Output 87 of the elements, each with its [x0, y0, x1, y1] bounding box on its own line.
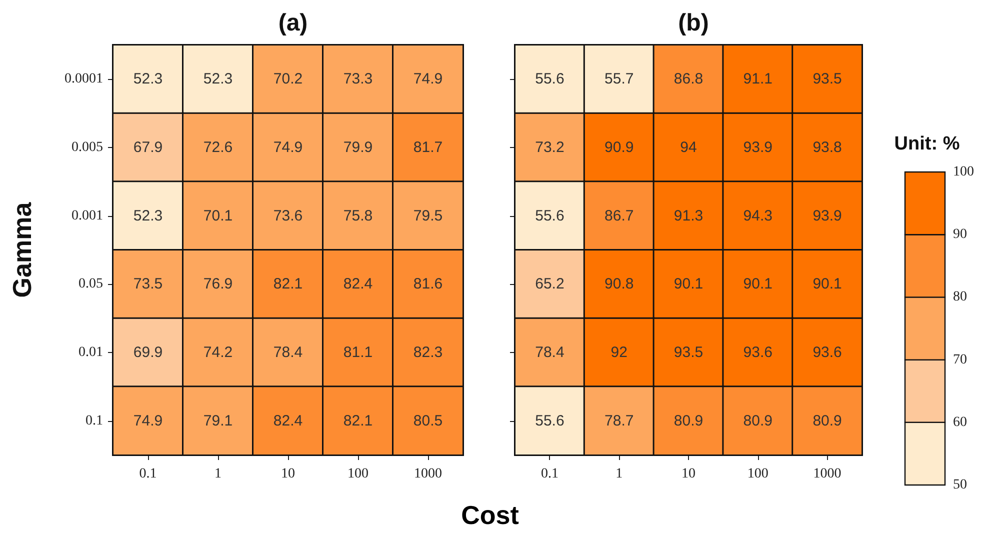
data-label: 93.9 [812, 207, 842, 224]
data-label: 80.9 [743, 412, 772, 430]
data-label: 67.9 [133, 139, 163, 156]
data-label: 65.2 [535, 276, 564, 293]
data-label: 90.9 [604, 139, 634, 156]
y-tick-label: 0.1 [86, 413, 103, 428]
data-label: 94.3 [743, 207, 772, 224]
x-tick-label: 1 [616, 466, 623, 482]
data-label: 93.6 [743, 344, 772, 361]
data-label: 91.3 [674, 207, 704, 224]
data-label: 90.1 [674, 276, 704, 293]
data-label: 81.7 [413, 139, 443, 156]
data-label: 90.1 [743, 276, 772, 293]
data-label: 69.9 [133, 344, 163, 361]
data-label: 78.4 [273, 344, 303, 361]
chart-title: (b) [678, 10, 709, 36]
data-label: 72.6 [203, 139, 233, 156]
color-bar-label: 50 [953, 478, 967, 492]
data-label: 74.2 [203, 344, 233, 361]
data-label: 70.2 [273, 70, 303, 88]
data-label: 76.9 [203, 276, 233, 293]
data-label: 94 [680, 139, 697, 156]
color-bar-label: 70 [953, 352, 967, 368]
data-label: 81.1 [343, 344, 373, 361]
x-tick-label: 1 [214, 466, 222, 482]
data-label: 91.1 [743, 70, 772, 88]
data-label: 74.9 [413, 70, 443, 88]
data-label: 78.7 [604, 412, 634, 430]
data-label: 52.3 [203, 70, 233, 88]
chart-title: (a) [278, 10, 308, 36]
x-tick-label: 100 [747, 466, 768, 482]
data-label: 90.1 [812, 276, 842, 293]
data-label: 73.5 [133, 276, 163, 293]
color-bar-title: Unit: % [894, 134, 960, 154]
data-label: 93.8 [812, 139, 842, 156]
color-bar-label: 60 [953, 414, 967, 430]
color-bar-label: 90 [953, 227, 967, 242]
x-tick-label: 0.1 [139, 466, 157, 482]
data-label: 55.6 [535, 412, 564, 430]
x-tick-label: 0.1 [540, 466, 558, 482]
data-label: 70.1 [203, 207, 233, 224]
data-label: 80.9 [812, 412, 842, 430]
data-label: 93.5 [674, 344, 704, 361]
data-label: 80.5 [413, 412, 443, 430]
data-label: 74.9 [133, 412, 163, 430]
x-tick-label: 100 [348, 466, 368, 482]
data-label: 52.3 [133, 70, 163, 88]
x-tick-label: 1000 [813, 466, 842, 482]
data-label: 52.3 [133, 207, 163, 224]
data-label: 79.5 [413, 207, 443, 224]
data-label: 82.3 [413, 344, 443, 361]
data-label: 74.9 [273, 139, 303, 156]
data-label: 86.8 [674, 70, 704, 88]
data-label: 82.4 [343, 276, 373, 293]
data-label: 75.8 [343, 207, 373, 224]
color-bar-label: 100 [953, 164, 974, 180]
x-tick-label: 10 [281, 466, 295, 482]
y-tick-label: 0.005 [72, 140, 103, 155]
y-tick-label: 0.05 [78, 276, 103, 292]
y-tick-label: 0.01 [78, 345, 103, 360]
y-axis-title: Gamma [7, 202, 37, 298]
data-label: 55.6 [535, 207, 564, 224]
data-label: 73.2 [535, 139, 564, 156]
data-label: 55.7 [604, 70, 634, 88]
x-axis-title: Cost [460, 500, 520, 531]
x-tick-label: 1000 [414, 466, 442, 482]
data-label: 79.9 [343, 139, 373, 156]
color-bar-label: 80 [953, 290, 967, 305]
data-label: 79.1 [203, 412, 233, 430]
x-tick-label: 10 [682, 466, 696, 482]
data-label: 86.7 [604, 207, 634, 224]
data-label: 73.3 [343, 70, 373, 88]
data-label: 90.8 [604, 276, 634, 293]
data-label: 93.5 [812, 70, 842, 88]
data-label: 78.4 [535, 344, 564, 361]
data-label: 93.9 [743, 139, 772, 156]
data-label: 92 [610, 344, 628, 361]
data-label: 81.6 [413, 276, 443, 293]
data-label: 82.1 [273, 276, 303, 293]
data-label: 93.6 [812, 344, 842, 361]
y-tick-label: 0.0001 [64, 72, 103, 87]
y-tick-label: 0.001 [72, 208, 103, 224]
data-label: 82.1 [343, 412, 373, 430]
data-label: 80.9 [674, 412, 704, 430]
data-label: 55.6 [535, 70, 564, 88]
data-label: 82.4 [273, 412, 303, 430]
data-label: 73.6 [273, 207, 303, 224]
